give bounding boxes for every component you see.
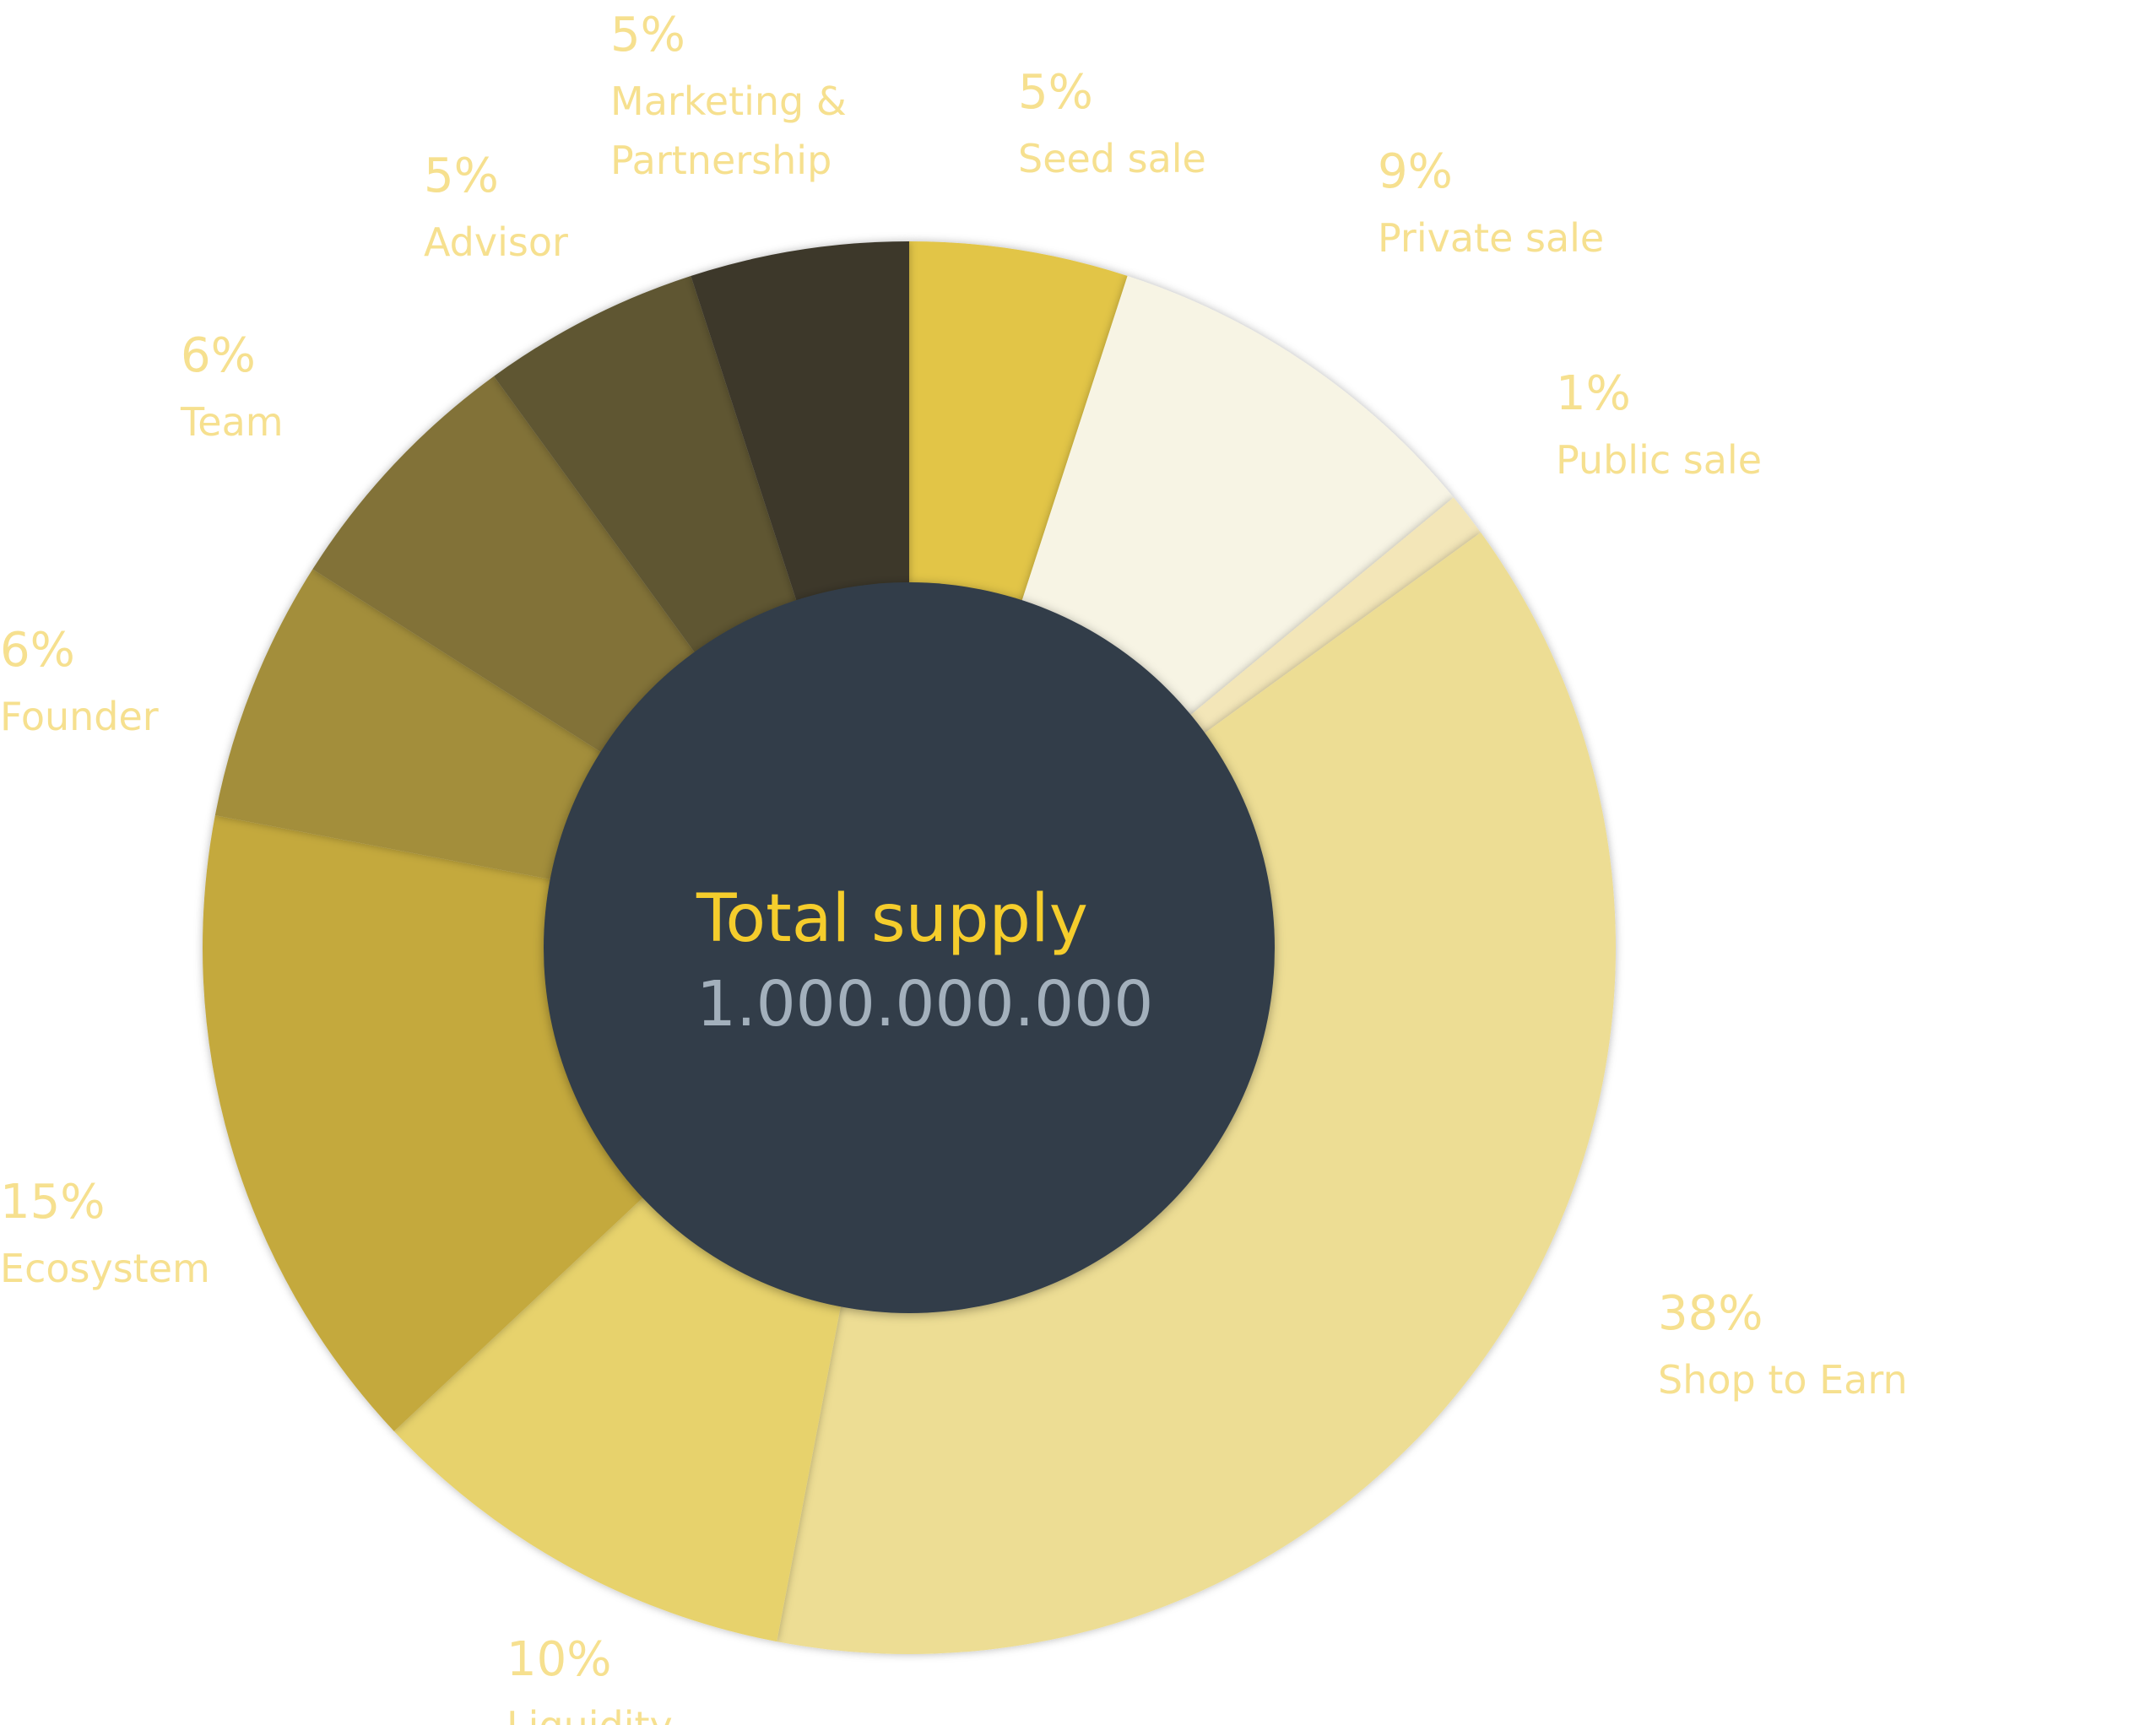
label-percent: 5% <box>424 149 499 203</box>
label-public-sale: 1% Public sale <box>1556 366 1762 483</box>
label-name: Public sale <box>1556 437 1762 483</box>
label-name: Seed sale <box>1018 136 1206 181</box>
label-ecosystem: 15% Ecosystem <box>0 1175 210 1291</box>
label-percent: 6% <box>0 623 75 678</box>
label-liquidity: 10% Liquidity <box>506 1632 673 1725</box>
label-percent: 38% <box>1658 1286 1763 1341</box>
label-name: Marketing & <box>610 78 847 124</box>
label-name: Team <box>180 399 284 445</box>
label-percent: 5% <box>610 8 685 62</box>
label-percent: 6% <box>181 328 256 383</box>
label-percent: 15% <box>0 1175 105 1230</box>
center-title: Total supply <box>696 881 1088 957</box>
label-name: Partnership <box>610 138 832 183</box>
label-founder: 6% Founder <box>0 623 159 739</box>
label-percent: 1% <box>1556 366 1631 421</box>
label-private-sale: 9% Private sale <box>1378 144 1604 261</box>
slice-labels: 5% Seed sale 9% Private sale 1% Public sale 38… <box>0 8 1908 1725</box>
label-name: Shop to Earn <box>1658 1357 1908 1403</box>
label-percent: 5% <box>1018 65 1093 120</box>
label-team: 6% Team <box>180 328 284 445</box>
label-name: Private sale <box>1378 215 1604 261</box>
label-percent: 10% <box>506 1632 611 1687</box>
center-value: 1.000.000.000 <box>696 968 1153 1041</box>
label-name: Advisor <box>424 219 568 265</box>
label-advisor: 5% Advisor <box>424 149 568 265</box>
donut-center-hole <box>544 582 1275 1313</box>
label-percent: 9% <box>1378 144 1453 199</box>
label-shop-to-earn: 38% Shop to Earn <box>1658 1286 1908 1403</box>
label-marketing-partnership: 5% Marketing & Partnership <box>610 8 847 183</box>
label-name: Founder <box>0 694 159 739</box>
label-name: Ecosystem <box>0 1246 210 1291</box>
label-seed-sale: 5% Seed sale <box>1018 65 1206 181</box>
label-name: Liquidity <box>506 1703 673 1725</box>
